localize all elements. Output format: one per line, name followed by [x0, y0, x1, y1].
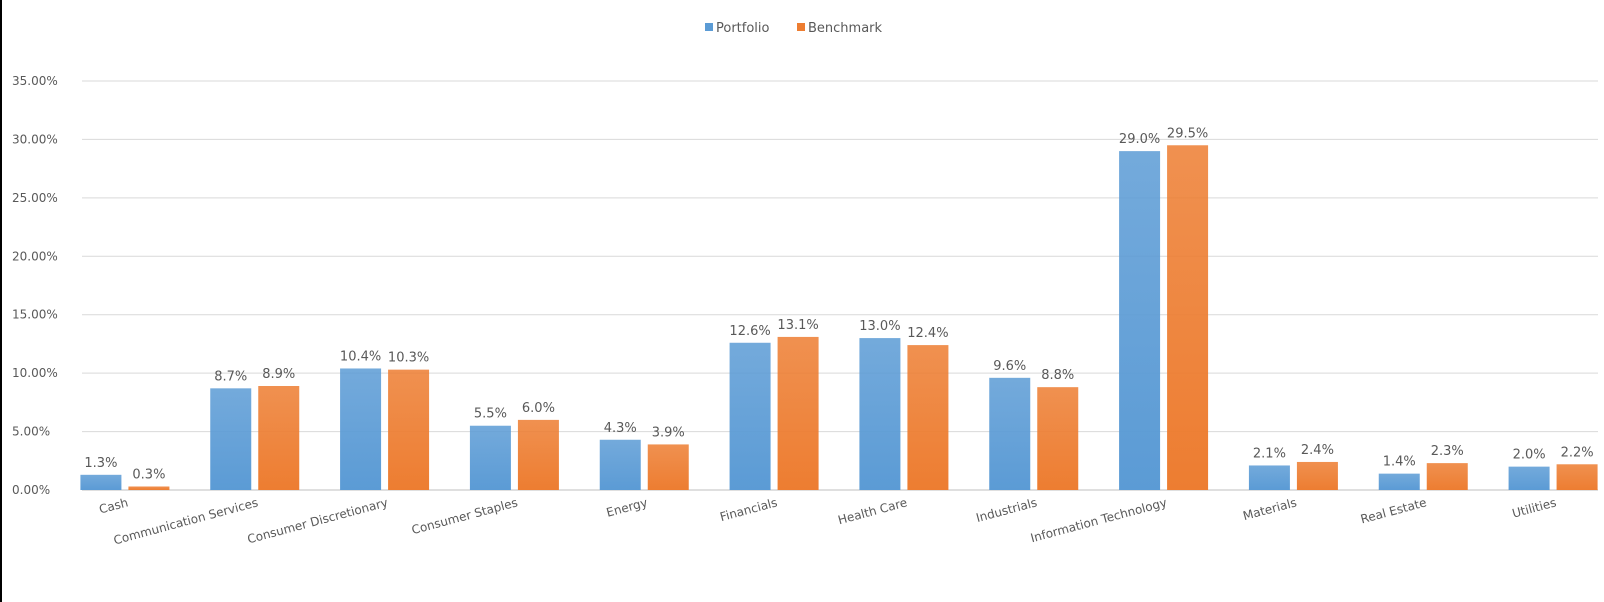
data-label: 2.3%: [1431, 444, 1464, 459]
category-label: Consumer Discretionary: [246, 495, 390, 546]
y-axis-ticks: 0.00% 5.00% 10.00% 15.00% 20.00% 25.00% 30.00%…: [12, 74, 58, 497]
category-label: Energy: [605, 495, 649, 519]
bar-benchmark: [777, 336, 819, 490]
bar-portfolio: [340, 368, 382, 490]
data-label: 5.5%: [474, 407, 507, 422]
bar-portfolio: [1248, 465, 1290, 490]
bar-benchmark: [1556, 464, 1598, 490]
category-label: Health Care: [836, 495, 908, 527]
data-label: 8.9%: [262, 367, 295, 382]
data-label: 10.4%: [340, 349, 381, 364]
bar-benchmark: [1426, 463, 1468, 490]
y-tick-label: 10.00%: [12, 366, 58, 380]
bar-benchmark: [258, 385, 300, 490]
bar-benchmark: [1296, 461, 1338, 490]
data-label: 13.1%: [777, 318, 818, 333]
bar-benchmark: [647, 444, 689, 490]
data-label: 4.3%: [604, 421, 637, 436]
data-label: 1.3%: [84, 456, 117, 471]
bar-benchmark: [388, 369, 430, 490]
legend-label-portfolio: Portfolio: [716, 21, 770, 36]
legend-label-benchmark: Benchmark: [808, 21, 883, 36]
y-tick-label: 35.00%: [12, 74, 58, 88]
data-label: 1.4%: [1383, 455, 1416, 470]
category-label: Utilities: [1511, 495, 1558, 520]
category-label: Consumer Staples: [410, 495, 519, 537]
gridlines: [82, 80, 1598, 491]
data-label: 9.6%: [993, 359, 1026, 374]
category-label: Financials: [718, 495, 778, 524]
data-label: 10.3%: [388, 351, 429, 366]
category-label: Information Technology: [1029, 495, 1168, 545]
data-label: 29.0%: [1119, 132, 1160, 147]
data-label: 12.4%: [907, 326, 948, 341]
data-label: 2.0%: [1513, 448, 1546, 463]
bar-portfolio: [1119, 151, 1161, 490]
data-label: 12.6%: [729, 324, 770, 339]
legend: Portfolio Benchmark: [705, 21, 883, 36]
y-tick-label: 0.00%: [12, 483, 50, 497]
bar-benchmark: [907, 345, 949, 490]
y-tick-label: 20.00%: [12, 249, 58, 263]
bar-portfolio: [469, 425, 511, 490]
legend-swatch-benchmark: [797, 23, 805, 31]
category-label: Industrials: [975, 495, 1039, 525]
category-label: Real Estate: [1359, 495, 1428, 526]
bar-benchmark: [517, 419, 559, 490]
bar-benchmark: [128, 486, 170, 490]
category-label: Materials: [1241, 495, 1298, 523]
data-label: 6.0%: [522, 401, 555, 416]
bar-portfolio: [80, 474, 122, 490]
bar-benchmark: [1037, 387, 1079, 490]
bar-portfolio: [1378, 473, 1420, 490]
bar-portfolio: [1508, 466, 1550, 490]
bar-portfolio: [210, 388, 252, 490]
data-labels: 1.3% 0.3% 8.7% 8.9% 10.4% 10.3% 5.5% 6.0% 4.3% 3.…: [84, 126, 1593, 482]
bar-portfolio: [599, 439, 641, 490]
bar-portfolio: [729, 342, 771, 490]
data-label: 13.0%: [859, 319, 900, 334]
y-tick-label: 25.00%: [12, 191, 58, 205]
data-label: 0.3%: [132, 467, 165, 482]
data-label: 29.5%: [1167, 126, 1208, 141]
data-label: 8.8%: [1041, 368, 1074, 383]
y-tick-label: 5.00%: [12, 425, 50, 439]
y-tick-label: 15.00%: [12, 308, 58, 322]
data-label: 2.2%: [1561, 445, 1594, 460]
bar-portfolio: [859, 338, 901, 490]
category-label: Communication Services: [112, 495, 260, 547]
category-label: Cash: [97, 495, 129, 516]
data-label: 8.7%: [214, 369, 247, 384]
bars: [80, 145, 1598, 490]
legend-swatch-portfolio: [705, 23, 713, 31]
data-label: 3.9%: [652, 425, 685, 440]
data-label: 2.4%: [1301, 443, 1334, 458]
bar-benchmark: [1167, 145, 1209, 490]
y-tick-label: 30.00%: [12, 132, 58, 146]
bar-portfolio: [989, 377, 1031, 490]
data-label: 2.1%: [1253, 446, 1286, 461]
